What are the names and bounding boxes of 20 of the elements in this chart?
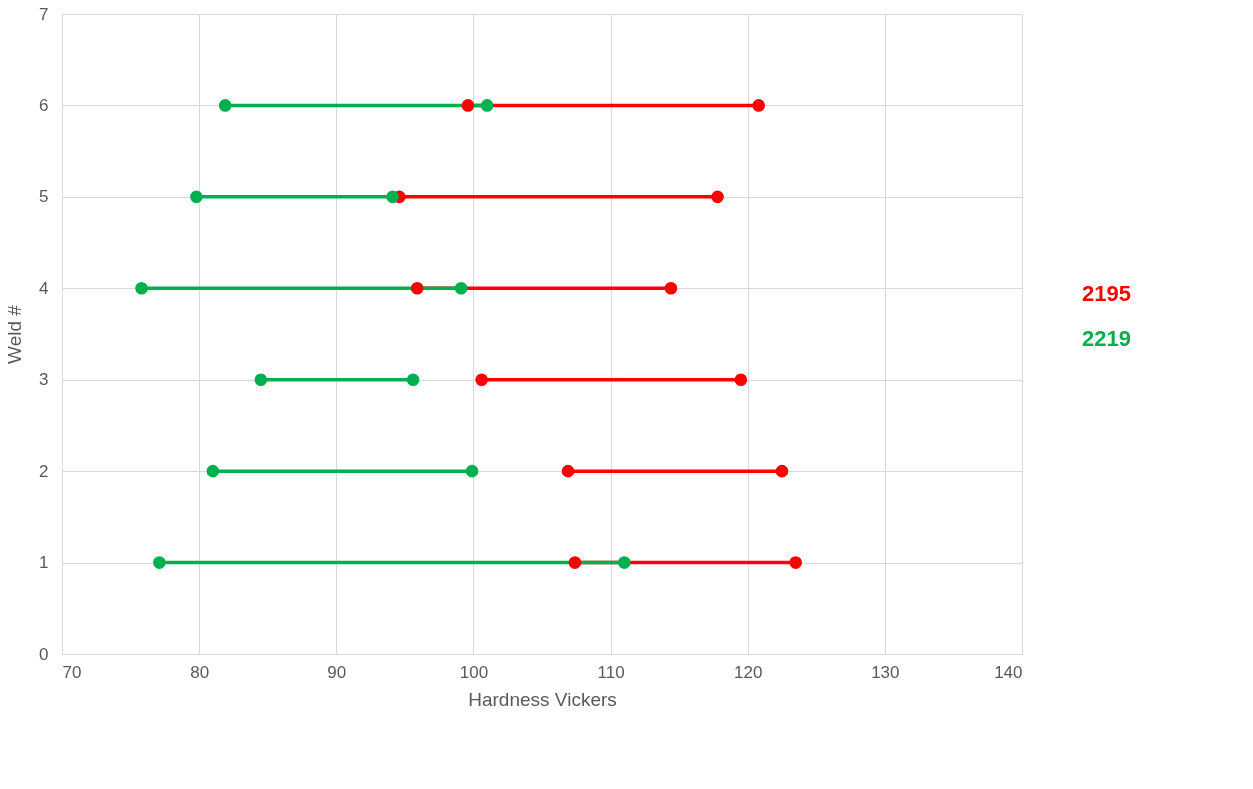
x-tick-label: 90 [327,662,347,682]
y-tick-label: 6 [39,95,49,115]
y-tick-label: 3 [39,370,49,390]
y-axis-title: Weld # [4,304,26,364]
text: 2195 [1082,281,1131,306]
text: 2219 [1082,326,1131,351]
x-tick-label: 130 [871,662,900,682]
x-tick-label: 70 [62,662,82,682]
x-axis-title: Hardness Vickers [468,688,617,710]
y-tick-label: 2 [39,461,49,481]
x-tick-label: 110 [597,662,625,682]
y-tick-label: 1 [39,553,49,573]
y-tick-label: 5 [39,187,49,207]
y-tick-label: 4 [39,278,49,298]
x-tick-label: 140 [994,662,1023,682]
x-tick-label: 100 [459,662,489,682]
x-tick-label: 120 [734,662,763,682]
y-tick-label: 0 [39,644,49,664]
x-tick-label: 80 [190,662,210,682]
y-tick-label: 7 [39,4,49,24]
